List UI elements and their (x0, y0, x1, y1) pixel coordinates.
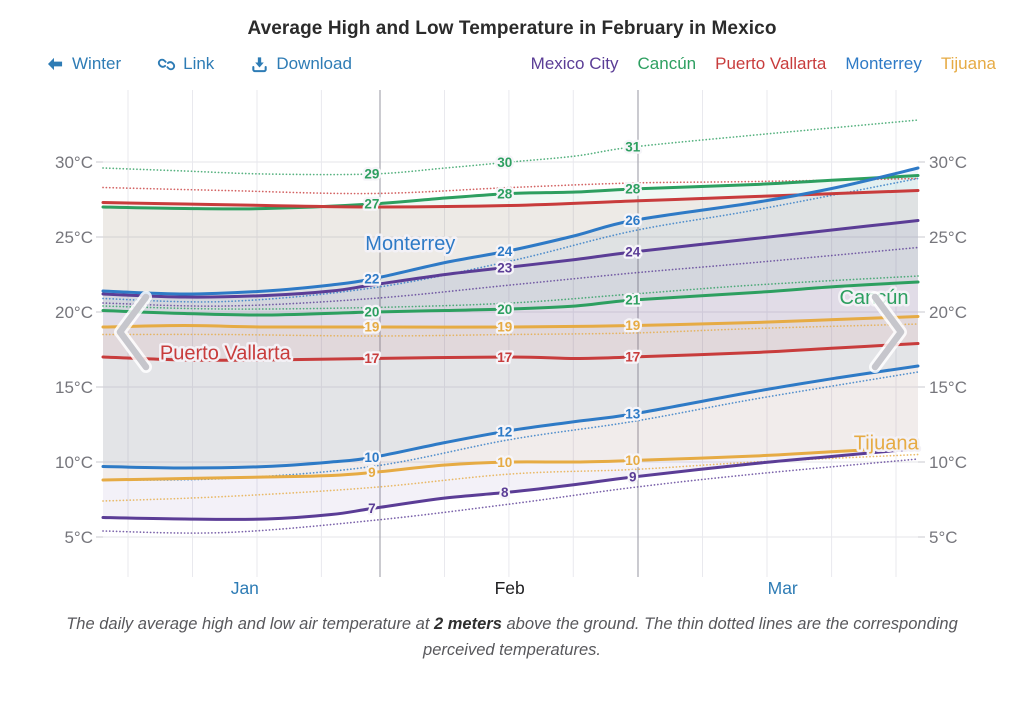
line-value-label: 26 (625, 213, 641, 228)
dotted-line-monterrey-perceived_high (102, 177, 919, 303)
y-axis-label-right: 30°C (929, 153, 967, 172)
y-axis-label-left: 10°C (55, 453, 93, 472)
y-axis-label-left: 30°C (55, 153, 93, 172)
link-button[interactable]: Link (157, 51, 214, 77)
line-value-label: 17 (364, 351, 379, 366)
band-tijuana (103, 316, 918, 480)
toolbar: Winter Link Download Mexico City Cancún Pu… (0, 51, 1024, 77)
caption-text-2: above the ground. The thin dotted lines … (423, 615, 958, 660)
line-value-label: 21 (625, 293, 641, 308)
download-label: Download (276, 54, 352, 73)
band-puerto-vallarta (103, 190, 918, 361)
line-value-label: 9 (629, 470, 637, 485)
month-label-mar[interactable]: Mar (768, 578, 798, 598)
dotted-line-cancún-perceived_high (102, 119, 919, 176)
temperature-chart: 5°C 5°C 10°C 10°C 15°C 15°C 20°C 20°C 25°C 25°C 30… (55, 90, 967, 598)
line-tijuana-low (101, 445, 920, 482)
dotted-line-mexico-city-perceived_low (102, 458, 919, 534)
download-button[interactable]: Download (250, 51, 352, 77)
line-monterrey-low (101, 364, 920, 470)
line-cancún-low (101, 280, 920, 317)
city-label-puerto-vallarta: Puerto Vallarta (160, 343, 292, 365)
city-label-monterrey: Monterrey (365, 233, 455, 255)
winter-back-link[interactable]: Winter (45, 51, 121, 77)
legend-item-mexico-city[interactable]: Mexico City (530, 54, 619, 73)
line-value-label: 12 (497, 424, 512, 439)
city-label-tijuana: Tijuana (854, 433, 920, 455)
line-value-label: 10 (625, 453, 640, 468)
line-value-label: 23 (497, 260, 513, 275)
line-value-label: 20 (364, 305, 379, 320)
line-mexico-city-high (101, 219, 920, 299)
line-value-label: 19 (625, 318, 640, 333)
line-value-label: 31 (625, 140, 641, 155)
line-cancún-high (101, 174, 920, 211)
line-value-label: 30 (497, 155, 512, 170)
dotted-line-cancún-perceived_low (102, 275, 919, 310)
legend-item-tijuana[interactable]: Tijuana (940, 54, 996, 73)
line-value-label: 28 (497, 187, 513, 202)
caption-text-1: The daily average high and low air tempe… (66, 615, 434, 633)
line-value-label: 10 (364, 450, 379, 465)
y-axis-label-left: 15°C (55, 378, 93, 397)
dotted-line-tijuana-perceived_high (102, 323, 919, 337)
line-value-label: 19 (497, 320, 512, 335)
y-axis-label-right: 20°C (929, 303, 967, 322)
page-title: Average High and Low Temperature in Febr… (247, 18, 777, 39)
line-value-label: 22 (364, 272, 379, 287)
month-label-jan[interactable]: Jan (231, 578, 259, 598)
dotted-line-puerto-vallarta-perceived_high (102, 177, 919, 195)
legend: Mexico City Cancún Puerto Vallarta Monterre… (531, 51, 996, 77)
line-value-label: 28 (625, 182, 641, 197)
line-value-label: 8 (501, 485, 509, 500)
winter-label: Winter (72, 54, 122, 73)
line-monterrey-high (101, 166, 920, 296)
y-axis-label-right: 10°C (929, 453, 967, 472)
arrow-left-icon (48, 57, 63, 71)
line-tijuana-high (101, 315, 920, 329)
month-label-feb: Feb (495, 578, 525, 598)
line-value-label: 17 (625, 350, 640, 365)
line-value-label: 24 (497, 244, 513, 259)
legend-item-cancún[interactable]: Cancún (637, 54, 697, 73)
line-value-label: 10 (497, 455, 512, 470)
prev-month-arrow[interactable] (116, 293, 150, 371)
line-value-label: 24 (625, 245, 641, 260)
legend-item-monterrey[interactable]: Monterrey (845, 54, 922, 73)
y-axis-label-left: 20°C (55, 303, 93, 322)
band-cancún (103, 175, 918, 316)
y-axis-label-left: 25°C (55, 228, 93, 247)
line-value-label: 19 (364, 320, 379, 335)
line-value-label: 27 (364, 197, 379, 212)
caption-bold: 2 meters (434, 615, 502, 633)
line-value-label: 7 (368, 501, 376, 516)
legend-item-puerto-vallarta[interactable]: Puerto Vallarta (715, 54, 827, 73)
line-value-label: 17 (497, 350, 512, 365)
line-puerto-vallarta-low (101, 342, 920, 362)
y-axis-label-left: 5°C (64, 528, 93, 547)
next-month-arrow[interactable] (871, 293, 905, 371)
download-icon (252, 56, 268, 72)
line-value-label: 13 (625, 407, 641, 422)
y-axis-label-right: 5°C (929, 528, 958, 547)
line-mexico-city-low (101, 447, 920, 521)
link-label: Link (183, 54, 215, 73)
chart-caption: The daily average high and low air tempe… (62, 611, 962, 664)
y-axis-label-right: 15°C (929, 378, 967, 397)
y-axis-label-right: 25°C (929, 228, 967, 247)
line-value-label: 29 (364, 167, 379, 182)
link-icon (158, 58, 176, 70)
dotted-line-mexico-city-perceived_high (102, 246, 919, 307)
line-value-label: 20 (497, 302, 512, 317)
line-value-label: 9 (368, 465, 376, 480)
